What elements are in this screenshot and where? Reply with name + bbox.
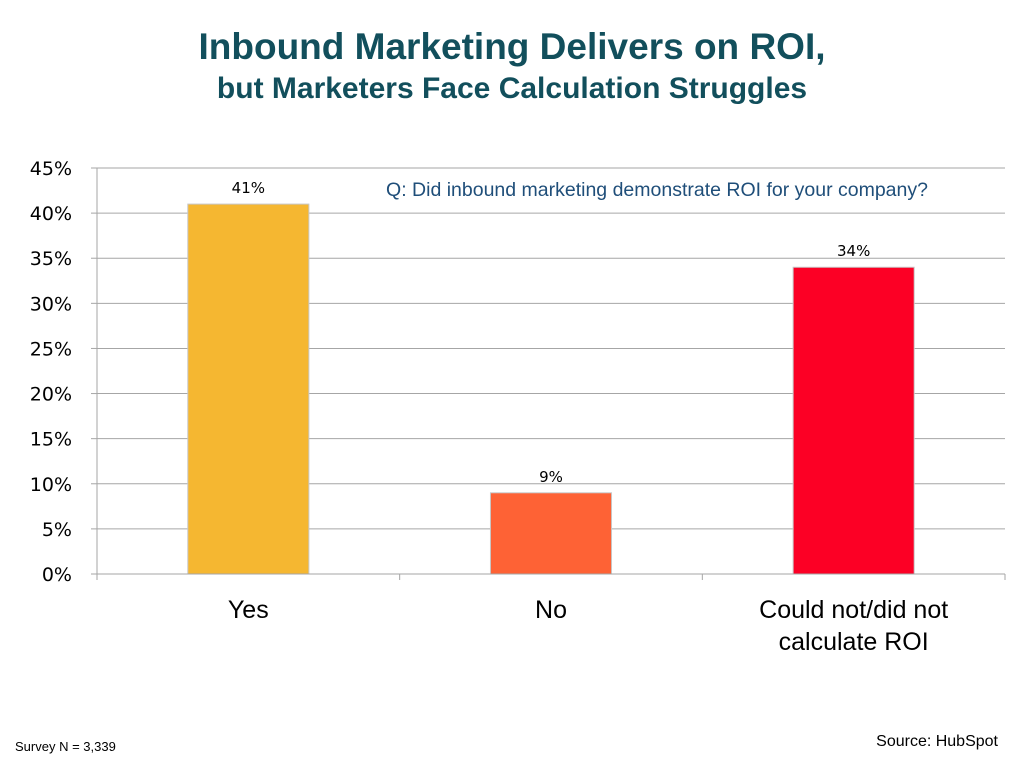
x-tick-label: Yes: [228, 596, 269, 624]
source-note: Source: HubSpot: [876, 733, 998, 750]
bar-0: [187, 203, 310, 575]
x-tick-label: No: [535, 596, 567, 624]
slide-title: Inbound Marketing Delivers on ROI,: [198, 26, 826, 67]
y-tick-label: 15%: [30, 429, 72, 451]
survey-note: Survey N = 3,339: [15, 739, 116, 754]
chart-annotation: Q: Did inbound marketing demonstrate ROI…: [386, 179, 928, 201]
y-tick-label: 0%: [42, 564, 72, 586]
y-tick-label: 35%: [30, 248, 72, 270]
y-tick-label: 45%: [30, 158, 72, 180]
data-label: 9%: [539, 468, 563, 486]
x-tick-label: Could not/did not: [759, 596, 948, 624]
data-label: 34%: [837, 242, 870, 260]
slide-subtitle: but Marketers Face Calculation Struggles: [216, 72, 808, 105]
bar-2: [792, 266, 915, 575]
y-tick-label: 40%: [30, 203, 72, 225]
y-tick-label: 30%: [30, 293, 72, 315]
bar-1: [489, 492, 613, 575]
y-tick-label: 5%: [42, 519, 72, 541]
x-tick-label: calculate ROI: [779, 628, 929, 656]
y-tick-label: 25%: [30, 338, 72, 360]
y-tick-label: 20%: [30, 384, 72, 406]
data-label: 41%: [232, 179, 265, 197]
y-tick-label: 10%: [30, 474, 72, 496]
